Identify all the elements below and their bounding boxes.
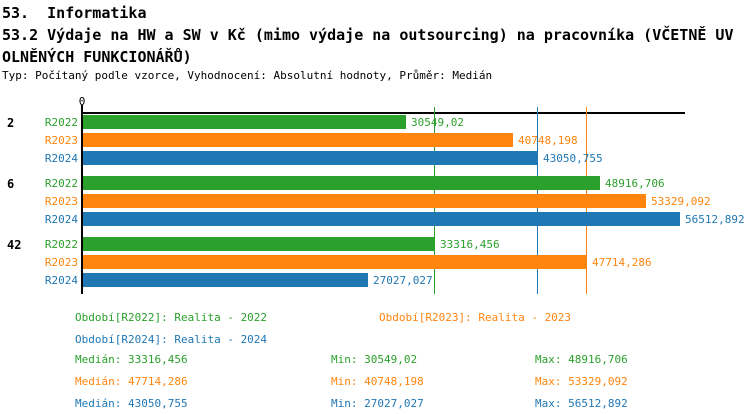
stat-min-r2023: Min: 40748,198 bbox=[331, 375, 424, 388]
group-label-2: 2 bbox=[7, 116, 15, 130]
legend-item-r2022: Období[R2022]: Realita - 2022 bbox=[75, 311, 268, 324]
series-tick-label-r2022: R2022 bbox=[44, 116, 78, 129]
bar-42-r2024 bbox=[83, 273, 368, 287]
bar-2-r2022 bbox=[83, 115, 406, 129]
bar-6-r2024 bbox=[83, 212, 680, 226]
legend-item-r2023: Období[R2023]: Realita - 2023 bbox=[379, 311, 572, 324]
stat-max-r2022: Max: 48916,706 bbox=[535, 353, 628, 366]
bar-value-label-6-r2023: 53329,092 bbox=[651, 195, 711, 208]
bar-2-r2023 bbox=[83, 133, 513, 147]
series-tick-label-r2024: R2024 bbox=[44, 152, 78, 165]
series-tick-label-r2024: R2024 bbox=[44, 213, 78, 226]
bar-value-label-2-r2023: 40748,198 bbox=[518, 134, 578, 147]
stat-min-r2022: Min: 30549,02 bbox=[331, 353, 418, 366]
stat-min-r2024: Min: 27027,027 bbox=[331, 397, 424, 410]
group-label-6: 6 bbox=[7, 177, 15, 191]
bar-2-r2024 bbox=[83, 151, 538, 165]
bar-6-r2022 bbox=[83, 176, 600, 190]
bar-6-r2023 bbox=[83, 194, 646, 208]
group-label-42: 42 bbox=[7, 238, 22, 252]
stat-median-r2023: Medián: 47714,286 bbox=[75, 375, 188, 388]
series-tick-label-r2023: R2023 bbox=[44, 134, 78, 147]
bar-value-label-42-r2024: 27027,027 bbox=[373, 274, 433, 287]
bar-42-r2023 bbox=[83, 255, 587, 269]
bar-value-label-6-r2022: 48916,706 bbox=[605, 177, 665, 190]
x-axis-zero-tick-label: 0 bbox=[78, 95, 86, 108]
y-axis-line bbox=[81, 105, 83, 294]
bar-value-label-42-r2022: 33316,456 bbox=[440, 238, 500, 251]
series-tick-label-r2023: R2023 bbox=[44, 256, 78, 269]
chart-title-line2: OLNĚNÝCH FUNKCIONÁŘŮ) bbox=[2, 48, 192, 66]
stat-median-r2024: Medián: 43050,755 bbox=[75, 397, 188, 410]
bar-value-label-2-r2024: 43050,755 bbox=[543, 152, 603, 165]
legend-item-r2024: Období[R2024]: Realita - 2024 bbox=[75, 333, 268, 346]
chart-title-line1: 53.2 Výdaje na HW a SW v Kč (mimo výdaje… bbox=[2, 26, 734, 44]
bar-value-label-2-r2022: 30549,02 bbox=[411, 116, 464, 129]
chart-subtitle: Typ: Počítaný podle vzorce, Vyhodnocení:… bbox=[2, 69, 493, 82]
page-title: 53. Informatika bbox=[2, 4, 147, 22]
stat-median-r2022: Medián: 33316,456 bbox=[75, 353, 188, 366]
bar-value-label-6-r2024: 56512,892 bbox=[685, 213, 745, 226]
x-axis-line bbox=[81, 112, 685, 114]
series-tick-label-r2022: R2022 bbox=[44, 238, 78, 251]
bar-42-r2022 bbox=[83, 237, 435, 251]
series-tick-label-r2023: R2023 bbox=[44, 195, 78, 208]
stat-max-r2023: Max: 53329,092 bbox=[535, 375, 628, 388]
bar-value-label-42-r2023: 47714,286 bbox=[592, 256, 652, 269]
series-tick-label-r2022: R2022 bbox=[44, 177, 78, 190]
stat-max-r2024: Max: 56512,892 bbox=[535, 397, 628, 410]
series-tick-label-r2024: R2024 bbox=[44, 274, 78, 287]
